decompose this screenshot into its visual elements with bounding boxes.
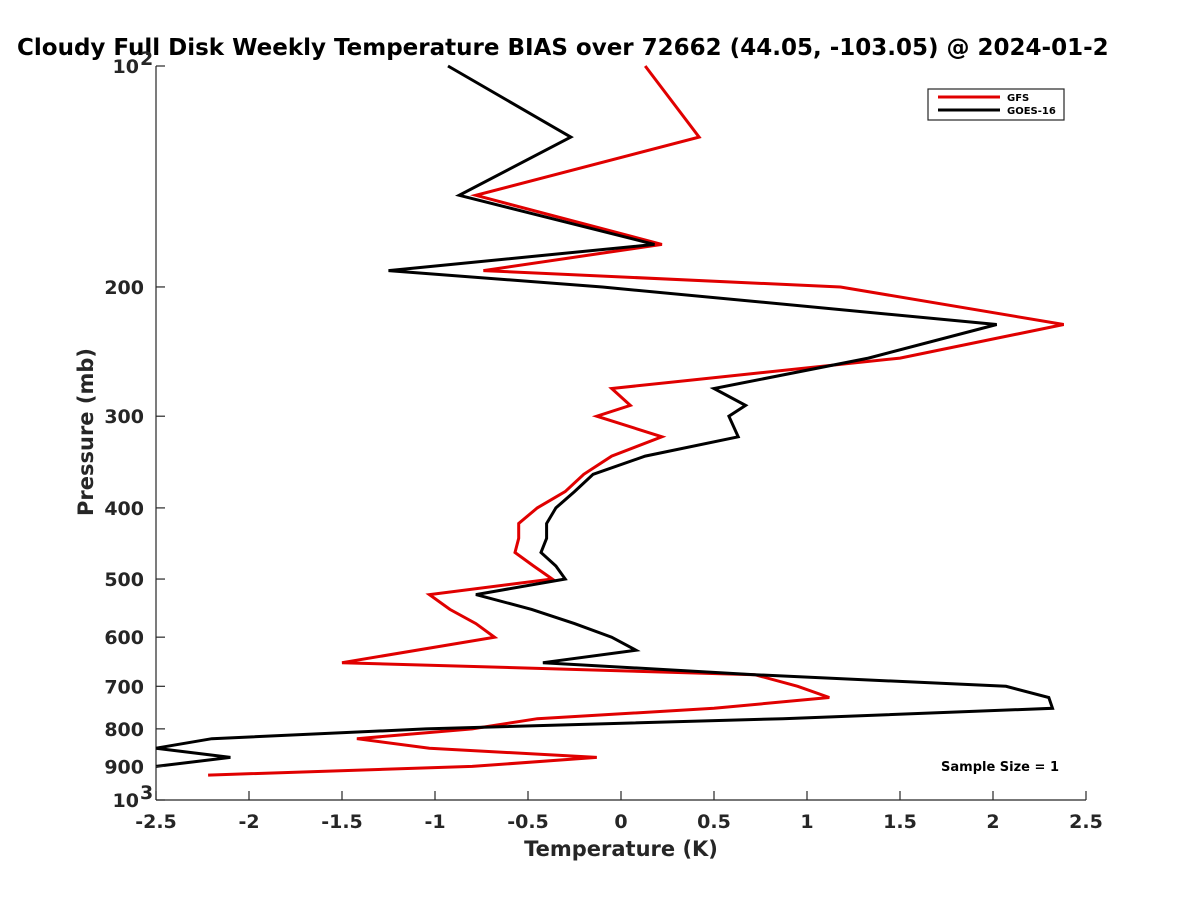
y-tick-label: 800 [104, 719, 144, 741]
y-tick-label: 400 [104, 498, 144, 520]
legend-label: GOES-16 [1007, 106, 1056, 117]
y-tick-label: 700 [104, 676, 144, 698]
series-line-gfs [208, 65, 1065, 777]
x-tick-label: 2 [986, 811, 999, 833]
x-axis-label: Temperature (K) [524, 837, 718, 861]
y-tick-exponent: 3 [140, 782, 153, 804]
x-axis-ticks: -2.5 -2 -1.5 -1 -0.5 0 0.5 1 1.5 2 2.5 [135, 791, 1103, 833]
x-tick-label: -2.5 [135, 811, 177, 833]
x-tick-label: 2.5 [1069, 811, 1103, 833]
y-tick-label: 300 [104, 406, 144, 428]
legend: GFS GOES-16 [927, 88, 1065, 121]
x-tick-label: 0.5 [697, 811, 731, 833]
sample-size-annotation: Sample Size = 1 [941, 760, 1059, 775]
y-tick-label: 500 [104, 569, 144, 591]
legend-label: GFS [1007, 93, 1029, 104]
x-tick-label: -1 [424, 811, 445, 833]
y-tick-label: 900 [104, 756, 144, 778]
y-tick-label: 10 [113, 56, 139, 78]
x-tick-label: -2 [238, 811, 259, 833]
series-layer [155, 64, 1065, 777]
x-tick-label: -1.5 [321, 811, 363, 833]
legend-box [927, 88, 1065, 121]
chart-title: Cloudy Full Disk Weekly Temperature BIAS… [17, 35, 1109, 61]
y-tick-label: 10 [113, 790, 139, 812]
y-tick-label: 200 [104, 277, 144, 299]
series-line-goes-16 [155, 64, 1055, 768]
x-tick-label: -0.5 [507, 811, 549, 833]
x-tick-label: 0 [614, 811, 627, 833]
x-tick-label: 1.5 [883, 811, 917, 833]
y-tick-label: 600 [104, 627, 144, 649]
plot-axes [155, 66, 1086, 801]
y-tick-exponent: 2 [140, 48, 153, 70]
x-tick-label: 1 [800, 811, 813, 833]
y-axis-label: Pressure (mb) [74, 348, 98, 516]
